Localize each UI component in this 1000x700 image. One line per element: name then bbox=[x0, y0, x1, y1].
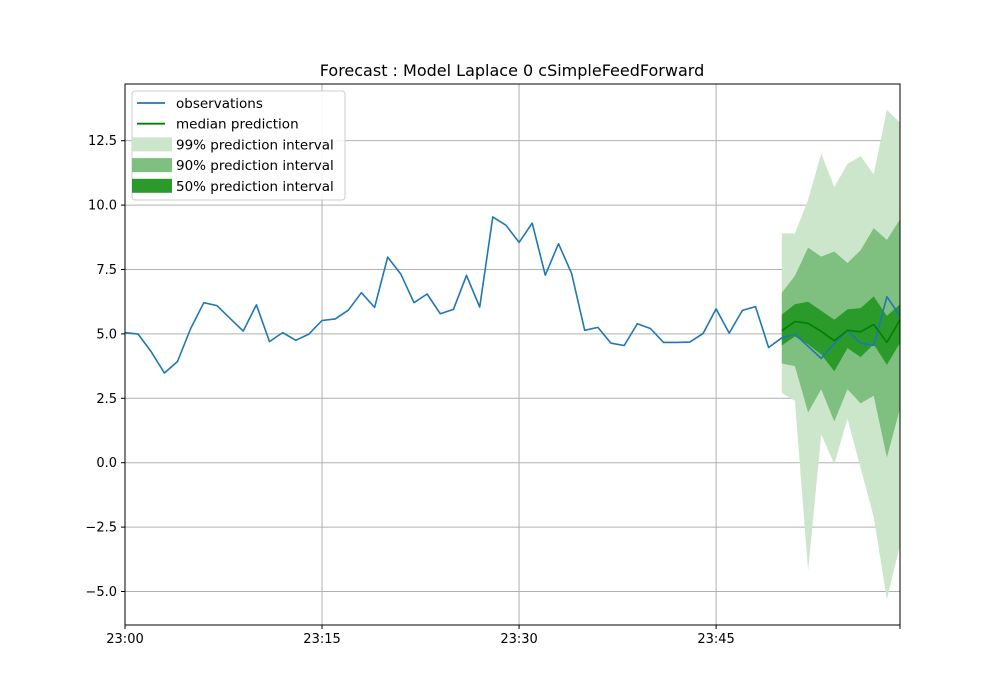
legend-label: 50% prediction interval bbox=[176, 179, 334, 195]
x-tick-label: 23:30 bbox=[500, 632, 537, 647]
legend-label: observations bbox=[176, 96, 263, 112]
axes: 23:00 23:15 23:30 23:45 −5.0 −2.5 0.0 2.5 5.0 7.5… bbox=[85, 134, 901, 647]
y-tick-label: −2.5 bbox=[85, 521, 117, 536]
legend: observations median prediction 99% predict… bbox=[131, 90, 346, 201]
y-tick-label: 7.5 bbox=[96, 263, 117, 278]
x-tick-label: 23:45 bbox=[697, 632, 734, 647]
observations-line bbox=[124, 216, 901, 374]
y-tick-label: −5.0 bbox=[85, 585, 117, 600]
y-tick-label: 12.5 bbox=[88, 134, 117, 149]
chart-title: Forecast : Model Laplace 0 cSimpleFeedFo… bbox=[320, 61, 704, 80]
legend-swatch-patch bbox=[132, 158, 172, 173]
y-tick-label: 2.5 bbox=[96, 392, 117, 407]
plot-frame bbox=[124, 83, 901, 626]
x-tick-label: 23:15 bbox=[303, 632, 340, 647]
interval-band-50 bbox=[781, 296, 900, 372]
prediction-intervals bbox=[781, 109, 900, 600]
x-tick-label: 23:00 bbox=[106, 632, 143, 647]
median-prediction-line bbox=[781, 319, 901, 344]
y-tick-label: 10.0 bbox=[88, 199, 117, 214]
legend-label: 90% prediction interval bbox=[176, 158, 334, 174]
y-tick-label: 5.0 bbox=[96, 327, 117, 342]
legend-label: median prediction bbox=[176, 117, 299, 133]
y-tick-label: 0.0 bbox=[96, 456, 117, 471]
legend-swatch-patch bbox=[132, 178, 172, 193]
series-lines bbox=[124, 216, 901, 374]
legend-swatch-patch bbox=[132, 137, 172, 152]
legend-label: 99% prediction interval bbox=[176, 137, 334, 153]
